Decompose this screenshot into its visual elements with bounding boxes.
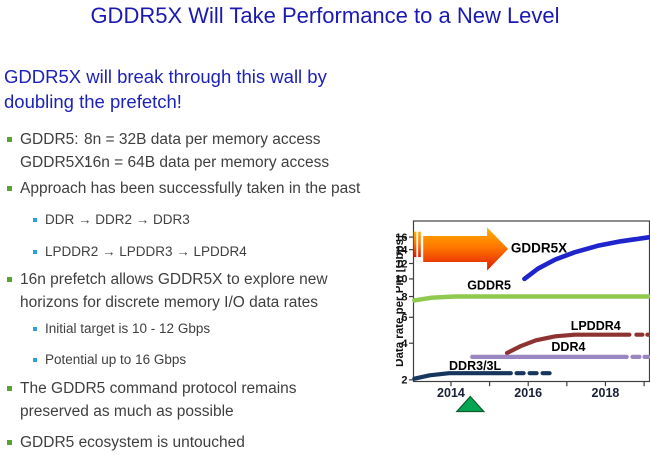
series-line-GDDR5 — [412, 294, 650, 303]
series-line-DDR3/3L — [412, 371, 513, 381]
y-tick-label: 14 — [396, 244, 408, 256]
y-tick-label: 2 — [401, 375, 407, 387]
bullet-line: horizons for discrete memory I/O data ra… — [20, 294, 319, 311]
row-label: GDDR5: — [20, 131, 79, 148]
series-LPDDR4: LPDDR4 — [504, 319, 650, 356]
bullet-square-green-icon — [7, 137, 12, 142]
y-tick-label: 4 — [401, 338, 408, 350]
series-label-GDDR5X: GDDR5X — [511, 240, 567, 255]
series-line-GDDR5X — [522, 234, 650, 282]
series-DDR4: DDR4 — [470, 340, 650, 359]
breakthrough-arrow-icon — [423, 227, 509, 271]
series-GDDR5X: GDDR5X — [511, 234, 650, 282]
bullet-square-blue-icon — [33, 327, 37, 331]
bullet-line: GDDR5 ecosystem is untouched — [20, 434, 245, 451]
bullet-item: LPDDR2 → LPDDR3 → LPDDR4 — [33, 243, 247, 261]
bullet-line: Approach has been successfully taken in … — [20, 180, 361, 197]
bullet-square-blue-icon — [33, 358, 37, 362]
series-label-DDR4: DDR4 — [551, 340, 585, 354]
bullet-square-blue-icon — [33, 218, 37, 222]
subtitle-line: GDDR5X will break through this wall by — [4, 66, 327, 87]
bullet-item: Potential up to 16 Gbps — [33, 351, 186, 369]
bullet-line: GDDR5: 8n = 32B data per memory access — [20, 128, 329, 151]
y-axis-title: Data rate per Pin [Gbps] — [396, 235, 406, 367]
series-label-GDDR5: GDDR5 — [467, 279, 511, 293]
bullet-line: LPDDR2 → LPDDR3 → LPDDR4 — [45, 244, 247, 259]
bullet-line: DDR → DDR2 → DDR3 — [45, 212, 190, 227]
bullet-item: GDDR5 ecosystem is untouched — [7, 431, 245, 454]
y-tick-label: 8 — [401, 291, 407, 303]
y-tick-label: 12 — [396, 258, 408, 270]
x-tick-label: 2018 — [592, 386, 620, 400]
series-label-DDR3/3L: DDR3/3L — [449, 359, 501, 373]
bullet-square-green-icon — [7, 186, 12, 191]
bullet-line: GDDR5X:16n = 64B data per memory access — [20, 151, 329, 174]
series-line-LPDDR4 — [504, 332, 632, 356]
bullet-square-green-icon — [7, 440, 12, 445]
x-tick-label: 2016 — [514, 386, 542, 400]
bullet-line: Initial target is 10 - 12 Gbps — [45, 321, 211, 336]
wall-mark-icon — [418, 231, 421, 258]
series-GDDR5: GDDR5 — [412, 279, 650, 303]
series-label-LPDDR4: LPDDR4 — [571, 319, 621, 333]
slide-subtitle: GDDR5X will break through this wall by d… — [4, 64, 327, 114]
y-tick-label: 16 — [396, 232, 408, 244]
y-tick-label: 10 — [396, 274, 408, 286]
bullet-line: The GDDR5 command protocol remains — [20, 380, 297, 397]
bullet-line: Potential up to 16 Gbps — [45, 352, 187, 367]
series-DDR3/3L: DDR3/3L — [412, 359, 555, 381]
subtitle-line: doubling the prefetch! — [4, 91, 182, 112]
bullet-item: The GDDR5 command protocol remains preser… — [7, 377, 297, 423]
x-tick-label: 2014 — [437, 386, 465, 400]
bullet-square-green-icon — [7, 386, 12, 391]
row-label: GDDR5X: — [20, 154, 89, 171]
row-text: 16n = 64B data per memory access — [84, 154, 330, 171]
bullet-line: preserved as much as possible — [20, 403, 234, 420]
x-axis: 2014 2016 2018 — [437, 381, 645, 400]
wall-mark-icon — [413, 231, 417, 258]
slide-title: GDDR5X Will Take Performance to a New Le… — [90, 3, 560, 28]
y-tick-label: 6 — [401, 312, 407, 324]
bullet-line: 16n prefetch allows GDDR5X to explore ne… — [20, 271, 328, 288]
bullet-item: GDDR5: 8n = 32B data per memory access GDD… — [7, 128, 329, 174]
row-text: 8n = 32B data per memory access — [84, 131, 321, 148]
bullet-item: DDR → DDR2 → DDR3 — [33, 211, 190, 229]
bullet-square-blue-icon — [33, 250, 37, 254]
bullet-square-green-icon — [7, 277, 12, 282]
bullet-item: Initial target is 10 - 12 Gbps — [33, 320, 210, 338]
bullet-item: Approach has been successfully taken in … — [7, 177, 360, 200]
bullet-item: 16n prefetch allows GDDR5X to explore ne… — [7, 268, 328, 314]
timeline-triangle-marker-icon — [455, 395, 486, 413]
